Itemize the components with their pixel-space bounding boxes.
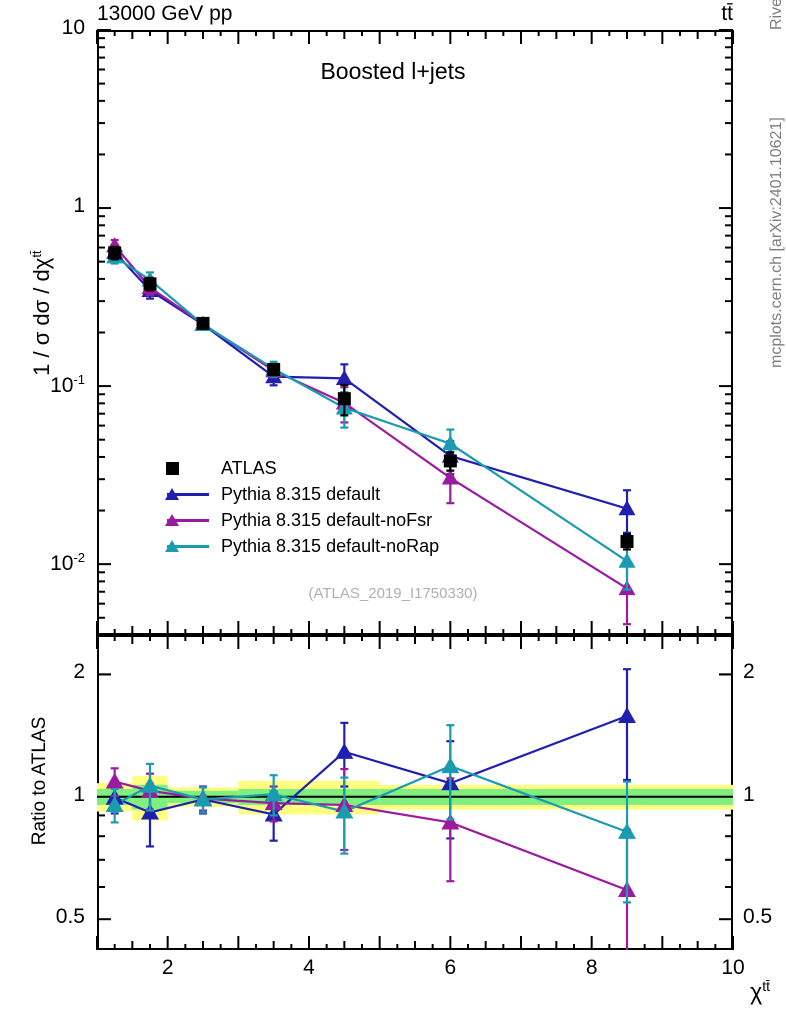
axis-tick-label: 2 xyxy=(73,660,85,684)
data-marker-triangle xyxy=(441,469,459,485)
analysis-id-watermark: (ATLAS_2019_I1750330) xyxy=(308,585,478,602)
data-marker-triangle xyxy=(618,822,636,839)
legend-key-square-icon xyxy=(163,457,211,479)
legend-key-triangle-icon xyxy=(163,535,211,557)
legend-square-marker xyxy=(166,462,179,475)
legend: ATLAS Pythia 8.315 default Pythia 8.315 de… xyxy=(163,455,439,559)
axis-tick-label: 2 xyxy=(743,660,755,684)
data-marker-square xyxy=(620,535,634,549)
data-marker-triangle xyxy=(141,776,159,793)
x-axis-tick-label: 2 xyxy=(161,956,174,979)
data-marker-square xyxy=(337,392,351,406)
legend-item-label: Pythia 8.315 default xyxy=(221,483,381,504)
data-marker-triangle xyxy=(194,790,212,807)
data-marker-triangle xyxy=(335,802,354,819)
data-marker-triangle xyxy=(105,795,124,812)
ratio-series-group xyxy=(105,668,636,950)
main-series-group xyxy=(106,237,636,626)
data-marker-triangle xyxy=(618,707,636,724)
data-marker-square xyxy=(267,362,281,376)
legend-item-label: Pythia 8.315 default-noRap xyxy=(221,535,440,556)
legend-item-1[interactable]: Pythia 8.315 default xyxy=(163,481,439,507)
axis-tick-label: 1 xyxy=(743,782,755,806)
data-marker-square xyxy=(108,246,122,260)
axis-tick-label: 0.5 xyxy=(743,905,773,929)
data-marker-square xyxy=(443,454,457,468)
legend-triangle-marker xyxy=(165,540,179,552)
x-axis-label-text: χ xyxy=(750,978,763,1005)
legend-item-3[interactable]: Pythia 8.315 default-noRap xyxy=(163,533,439,559)
x-axis-tick-label: 6 xyxy=(444,956,457,979)
legend-line-swatch xyxy=(167,545,209,548)
data-marker-triangle xyxy=(441,435,459,451)
data-marker-triangle xyxy=(335,369,353,386)
legend-triangle-marker xyxy=(165,488,179,500)
axis-tick-label: 10 xyxy=(61,16,85,39)
x-axis-tick-label: 4 xyxy=(303,956,315,979)
legend-key-triangle-icon xyxy=(163,509,211,531)
data-marker-square xyxy=(143,277,157,291)
x-axis-label-sup: tt̄ xyxy=(762,978,770,994)
x-axis-tick-label: 8 xyxy=(585,956,598,979)
legend-key-triangle-icon xyxy=(163,483,211,505)
plot-title: Boosted l+jets xyxy=(320,58,466,84)
data-marker-triangle xyxy=(441,757,460,774)
data-marker-triangle xyxy=(441,813,460,830)
legend-line-swatch xyxy=(167,519,209,522)
axis-tick-label: 10-1 xyxy=(50,372,85,398)
axis-tick-label: 1 xyxy=(73,782,85,806)
x-axis-label: χtt̄ xyxy=(750,978,770,1006)
legend-item-label: ATLAS xyxy=(221,457,277,478)
axis-tick-label: 0.5 xyxy=(55,905,85,929)
header-beam-label: 13000 GeV pp xyxy=(97,2,233,25)
x-axis-tick-label: 10 xyxy=(721,956,745,979)
data-marker-triangle xyxy=(618,500,636,516)
header-process-label: tt̄ xyxy=(721,2,733,25)
legend-triangle-marker xyxy=(165,514,179,526)
ratio-uncertainty-bands xyxy=(97,776,733,821)
legend-item-label: Pythia 8.315 default-noFsr xyxy=(221,509,433,530)
axis-tick-label: 1 xyxy=(73,194,85,218)
x-tick-marks xyxy=(96,30,734,635)
data-marker-square xyxy=(196,316,210,330)
axis-tick-label: 10-2 xyxy=(50,550,85,576)
legend-item-0[interactable]: ATLAS xyxy=(163,455,439,481)
data-marker-triangle xyxy=(335,742,354,759)
data-marker-triangle xyxy=(618,552,636,568)
data-marker-triangle xyxy=(264,785,283,802)
data-marker-triangle xyxy=(105,772,124,789)
legend-line-swatch xyxy=(167,493,209,496)
main-y-tick-marks xyxy=(97,29,733,636)
legend-item-2[interactable]: Pythia 8.315 default-noFsr xyxy=(163,507,439,533)
